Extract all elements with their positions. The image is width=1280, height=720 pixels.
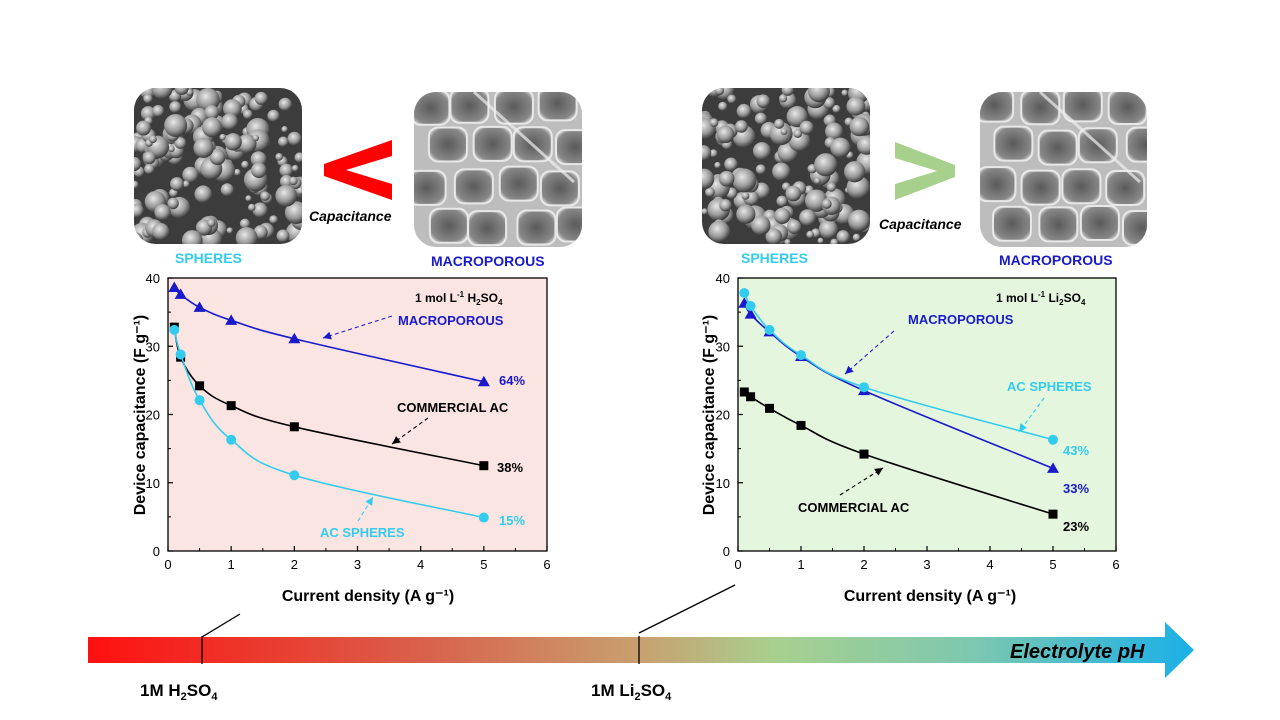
macroporous-label-right: MACROPOROUS — [999, 252, 1113, 268]
ph-arrow — [88, 622, 1194, 678]
less-than-symbol — [324, 140, 392, 200]
ph-label-h2so4: 1M H2SO4 — [140, 681, 218, 703]
capacitance-label-left: Capacitance — [309, 208, 392, 224]
connector-right — [638, 584, 736, 634]
spheres-label-right: SPHERES — [741, 250, 808, 266]
sem-image-spheres-left — [134, 88, 302, 244]
sem-image-macroporous-left — [414, 92, 582, 247]
ph-label-li2so4: 1M Li2SO4 — [591, 681, 672, 703]
ph-title: Electrolyte pH — [1010, 641, 1145, 663]
macroporous-label-left: MACROPOROUS — [431, 253, 545, 269]
connector-left — [201, 613, 241, 638]
capacitance-label-right: Capacitance — [879, 216, 962, 232]
greater-than-symbol — [895, 142, 955, 200]
sem-image-macroporous-right — [980, 92, 1147, 247]
sem-image-spheres-right — [702, 88, 870, 244]
spheres-label-left: SPHERES — [175, 250, 242, 266]
